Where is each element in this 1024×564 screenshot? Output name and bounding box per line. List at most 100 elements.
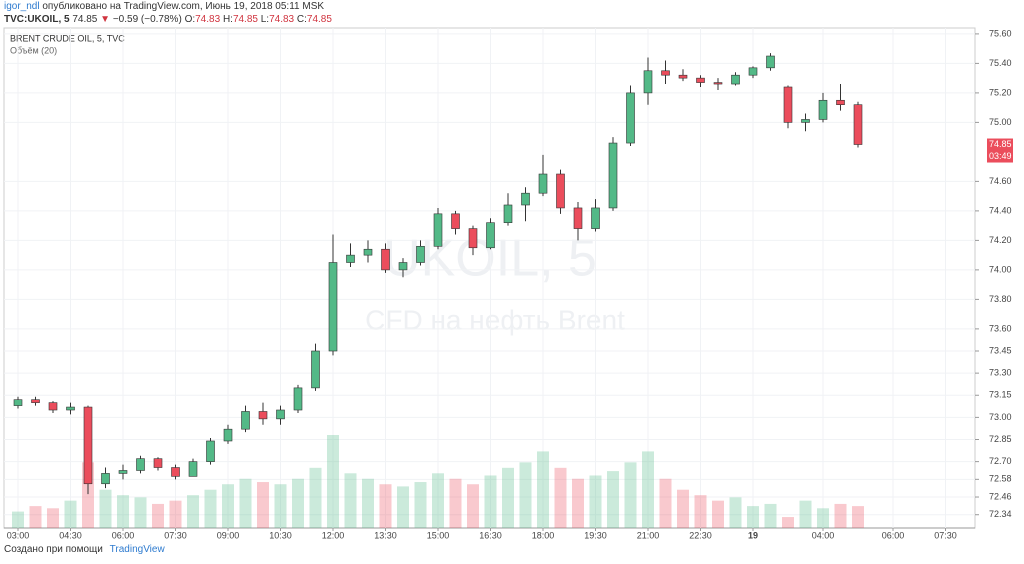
y-tick-label: 73.30 <box>989 368 1012 378</box>
volume-bar <box>432 473 444 528</box>
y-tick-label: 73.00 <box>989 412 1012 422</box>
candle-body <box>538 173 548 194</box>
y-tick-label: 75.00 <box>989 117 1012 127</box>
y-tick-label: 75.20 <box>989 87 1012 97</box>
last: 74.85 <box>72 14 98 25</box>
candle-body <box>171 467 180 477</box>
volume-bar <box>484 475 497 528</box>
countdown: 03:49 <box>989 151 1012 161</box>
candle-body <box>83 406 93 485</box>
volume-bar <box>834 503 847 528</box>
o-label: O: <box>184 14 196 25</box>
last-price-box <box>987 138 1013 163</box>
candle-body <box>818 99 828 120</box>
plot-frame <box>3 27 976 529</box>
volume-bar <box>712 500 724 528</box>
volume-bar <box>29 506 42 528</box>
x-tick-label: 04:00 <box>812 530 835 540</box>
candle-body <box>626 92 635 144</box>
volume-bar <box>64 500 77 528</box>
volume-bar <box>397 486 409 528</box>
volume-bar <box>292 478 304 528</box>
volume-bar <box>187 495 199 528</box>
brand-link[interactable]: TradingView <box>109 544 165 555</box>
candle-body <box>118 470 128 474</box>
volume-bar <box>729 497 742 528</box>
candle-body <box>766 55 775 69</box>
y-tick-label: 72.70 <box>989 456 1012 466</box>
candle-body <box>556 173 565 209</box>
x-tick-label: 07:30 <box>164 530 187 540</box>
y-tick-label: 74.60 <box>989 176 1012 186</box>
candle-body <box>101 473 110 485</box>
last-price: 74.85 <box>989 139 1012 149</box>
h: 74.85 <box>232 14 258 25</box>
header: igor_ndl опубликовано на TradingView.com… <box>4 0 332 26</box>
x-tick-label: 12:00 <box>322 530 345 540</box>
c: 74.85 <box>306 14 332 25</box>
y-tick-label: 72.58 <box>989 474 1012 484</box>
x-tick-label: 10:30 <box>269 530 292 540</box>
candle-body <box>48 402 58 411</box>
user-link[interactable]: igor_ndl <box>4 1 40 12</box>
candle-body <box>188 461 198 477</box>
candle-body <box>136 458 145 471</box>
candle-body <box>591 207 600 229</box>
candle-body <box>381 248 390 271</box>
candle-body <box>661 70 670 76</box>
symbol: TVC:UKOIL, 5 <box>4 14 70 25</box>
candle-body <box>486 222 495 249</box>
volume-bar <box>642 451 654 528</box>
volume-bar <box>222 484 234 528</box>
candle-body <box>241 411 250 430</box>
volume-bar <box>449 478 462 528</box>
candle-body <box>153 458 163 468</box>
volume-bar <box>799 500 812 528</box>
volume-bar <box>694 495 707 528</box>
candle-body <box>346 254 355 263</box>
arrow: ▼ <box>100 14 111 25</box>
candle-body <box>643 70 653 94</box>
candle-body <box>13 399 23 406</box>
x-tick-label: 06:00 <box>882 530 905 540</box>
volume-bar <box>99 489 112 528</box>
volume-bar <box>274 484 287 528</box>
volume-bar <box>327 435 339 528</box>
y-tick-label: 74.20 <box>989 235 1012 245</box>
volume-bar <box>519 462 532 528</box>
y-tick-label: 73.15 <box>989 390 1012 400</box>
x-tick-label: 19 <box>748 530 758 540</box>
change: −0.59 (−0.78%) <box>112 14 182 25</box>
volume-bar <box>257 482 269 528</box>
volume-bar <box>572 478 584 528</box>
candle-body <box>696 77 705 83</box>
candle-body <box>66 406 75 411</box>
volume-bar <box>152 503 164 528</box>
volume-bar <box>537 451 549 528</box>
candle-body <box>801 119 810 123</box>
x-tick-label: 07:30 <box>934 530 957 540</box>
y-tick-label: 74.40 <box>989 205 1012 215</box>
y-tick-label: 75.40 <box>989 58 1012 68</box>
candle-body <box>783 86 793 123</box>
candle-body <box>433 213 443 247</box>
x-tick-label: 19:30 <box>584 530 607 540</box>
candle-body <box>503 204 513 223</box>
candle-body <box>206 440 215 462</box>
volume-bar <box>47 508 59 528</box>
c-label: C: <box>296 14 307 25</box>
volume-bar <box>12 511 24 528</box>
volume-bar <box>467 484 479 528</box>
x-tick-label: 04:30 <box>59 530 82 540</box>
candle-body <box>608 142 618 209</box>
candle-body <box>223 428 233 442</box>
h-label: H: <box>222 14 233 25</box>
y-tick-label: 73.60 <box>989 323 1012 333</box>
candle-body <box>678 74 688 79</box>
y-tick-label: 72.34 <box>989 509 1012 519</box>
watermark-subtitle: CFD на нефть Brent <box>365 304 625 335</box>
volume-bar <box>782 517 794 528</box>
x-tick-label: 06:00 <box>112 530 135 540</box>
candle-body <box>258 411 268 420</box>
volume-bar <box>589 475 602 528</box>
